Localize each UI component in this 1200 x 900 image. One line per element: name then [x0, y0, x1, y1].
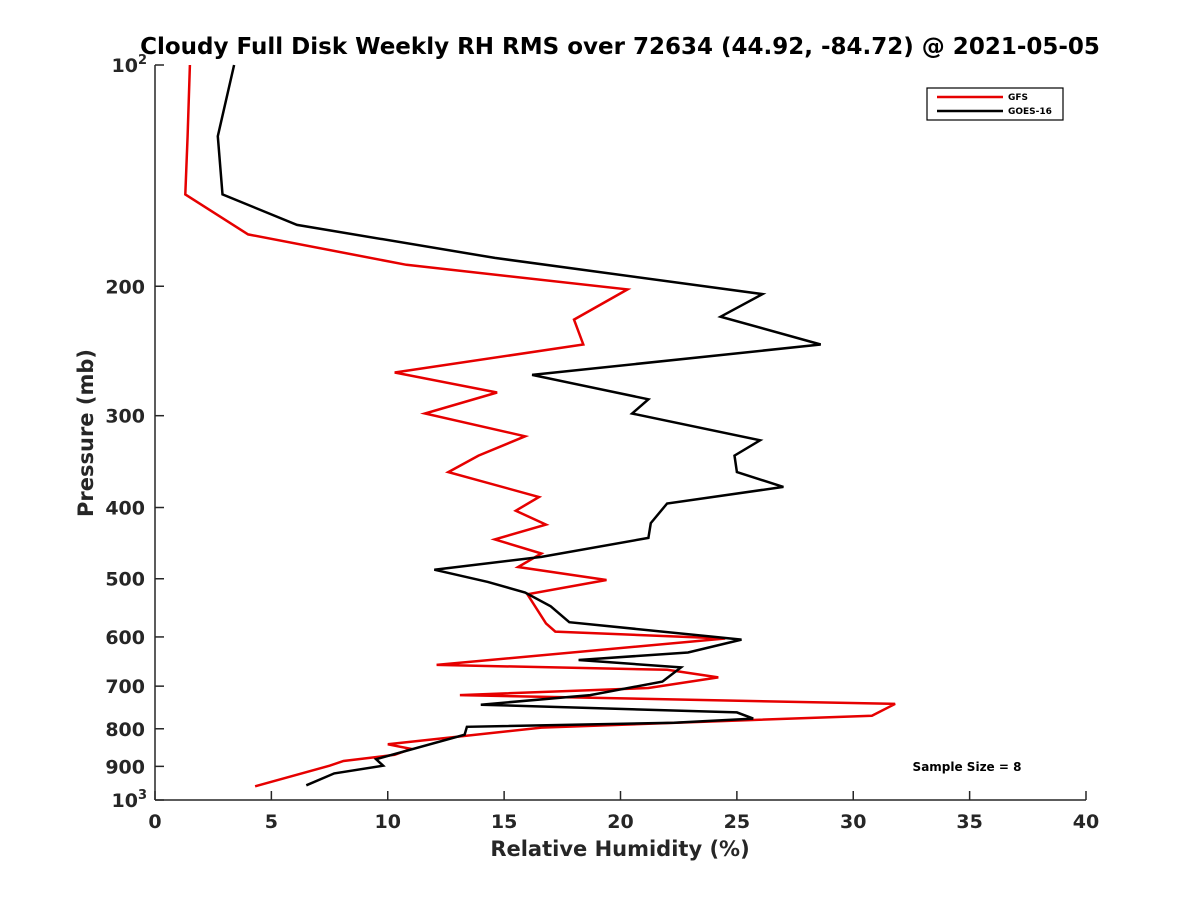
series-line-goes16 [216, 64, 822, 787]
x-axis-label: Relative Humidity (%) [490, 837, 749, 861]
y-tick-label: 600 [105, 627, 145, 649]
y-tick-exponent: 3 [138, 788, 147, 803]
x-tick-label: 10 [375, 811, 401, 833]
x-tick-label: 40 [1073, 811, 1099, 833]
plot-area [184, 64, 896, 788]
x-tick-label: 15 [491, 811, 517, 833]
x-tick-label: 0 [148, 811, 161, 833]
legend-box [926, 87, 1064, 121]
x-tick-label: 25 [724, 811, 750, 833]
chart-title: Cloudy Full Disk Weekly RH RMS over 7263… [140, 34, 1100, 60]
x-tick-label: 35 [956, 811, 982, 833]
x-tick-label: 5 [265, 811, 278, 833]
y-tick-label: 500 [105, 569, 145, 591]
y-tick-label: 10 [112, 790, 138, 812]
x-tick-label: 20 [607, 811, 633, 833]
y-tick-label: 200 [105, 276, 145, 298]
x-axis-ticks: 0 5 10 15 20 25 30 35 40 [148, 791, 1099, 833]
legend-label-goes16: GOES-16 [1008, 107, 1052, 117]
legend: GFS GOES-16 [926, 87, 1064, 121]
y-tick-label: 700 [105, 676, 145, 698]
y-tick-exponent: 2 [138, 53, 147, 68]
y-tick-label: 900 [105, 756, 145, 778]
legend-label-gfs: GFS [1008, 93, 1028, 103]
y-tick-label: 400 [105, 498, 145, 520]
y-tick-label: 800 [105, 719, 145, 741]
series-line-gfs [184, 64, 896, 788]
sample-size-annotation: Sample Size = 8 [913, 760, 1022, 774]
y-tick-label: 10 [112, 55, 138, 77]
y-axis-label: Pressure (mb) [74, 349, 98, 517]
x-tick-label: 30 [840, 811, 866, 833]
y-tick-label: 300 [105, 406, 145, 428]
